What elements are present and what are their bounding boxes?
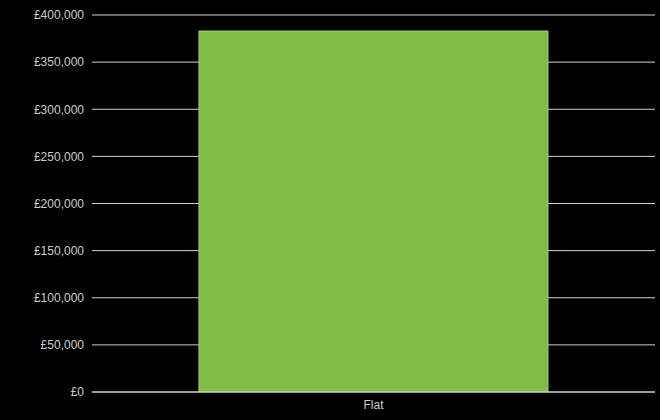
svg-text:£300,000: £300,000	[34, 103, 84, 117]
svg-text:£100,000: £100,000	[34, 291, 84, 305]
svg-text:£400,000: £400,000	[34, 8, 84, 22]
svg-text:£150,000: £150,000	[34, 244, 84, 258]
svg-text:£50,000: £50,000	[41, 338, 85, 352]
svg-text:Flat: Flat	[363, 398, 384, 412]
svg-text:£200,000: £200,000	[34, 197, 84, 211]
svg-text:£0: £0	[71, 385, 85, 399]
svg-text:£250,000: £250,000	[34, 150, 84, 164]
svg-text:£350,000: £350,000	[34, 55, 84, 69]
